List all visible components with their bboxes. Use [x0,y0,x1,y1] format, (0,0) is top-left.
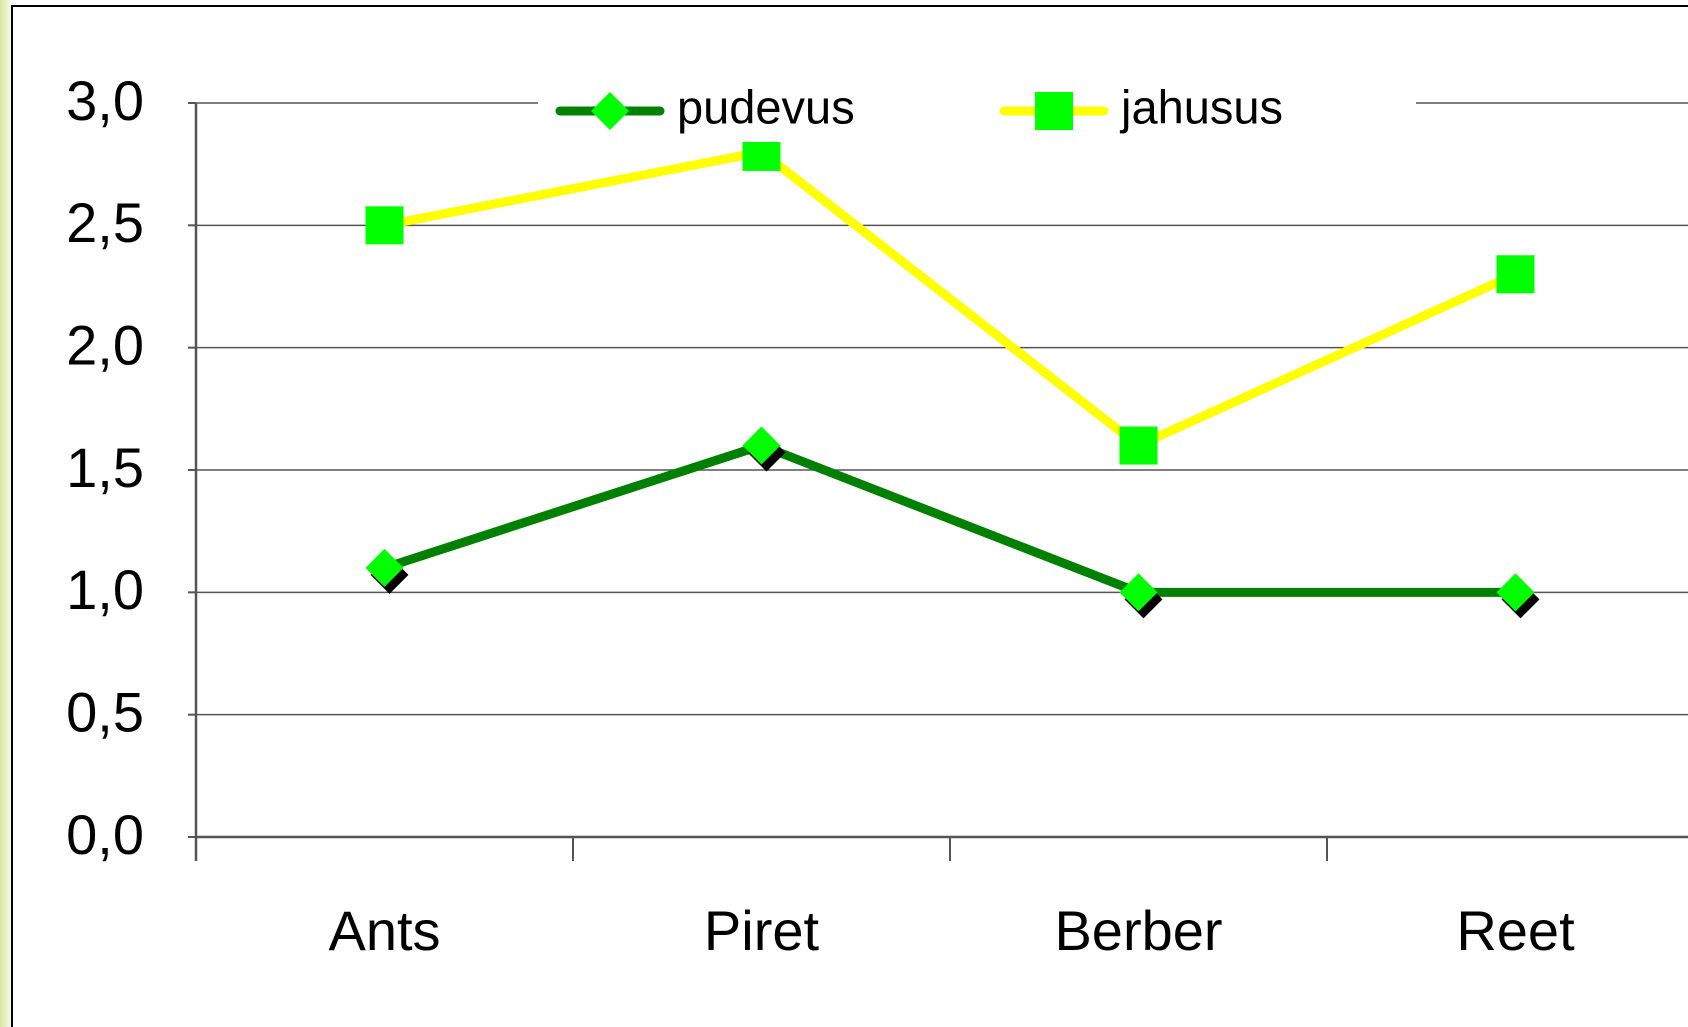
x-tick-label: Berber [1054,899,1222,962]
chart-border [11,5,1688,1027]
x-tick-label: Piret [704,899,820,962]
x-tick-label: Reet [1456,899,1575,962]
marker [591,92,629,130]
marker [365,548,404,587]
marker [742,426,781,465]
series-line [383,147,1518,451]
marker [365,206,404,245]
y-tick-label: 1,0 [66,558,144,621]
marker [1119,426,1158,465]
y-tick-label: 0,0 [66,803,144,866]
x-tick-label: Ants [328,899,440,962]
y-tick-label: 1,5 [66,436,144,499]
y-tick-label: 2,5 [66,191,144,254]
y-tick-label: 3,0 [66,69,144,132]
marker [1119,573,1158,612]
background-edge [0,0,14,1027]
series-line [383,441,1516,597]
marker [1496,255,1535,294]
legend-box [538,72,1416,142]
legend-label: pudevus [677,80,855,133]
marker [1035,92,1073,130]
marker [1496,573,1535,612]
legend-label: jahusus [1119,80,1283,133]
y-tick-label: 2,0 [66,313,144,376]
y-tick-label: 0,5 [66,680,144,743]
